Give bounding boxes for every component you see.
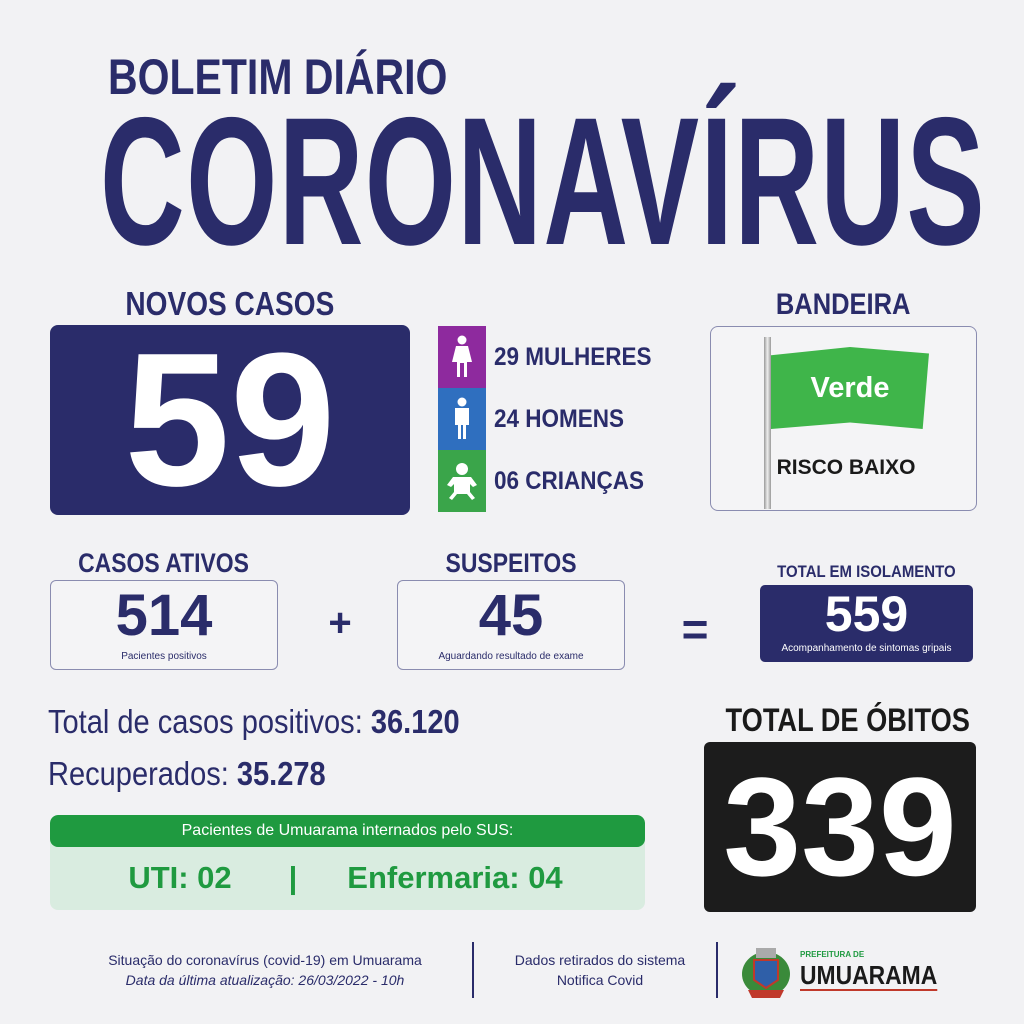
suspeitos-label: SUSPEITOS	[445, 548, 577, 578]
source-line1: Dados retirados do sistema	[514, 952, 686, 968]
footer-source: Dados retirados do sistema Notifica Covi…	[490, 950, 710, 990]
breakdown-women: 29 MULHERES	[438, 326, 669, 388]
isolamento-caption: Acompanhamento de sintomas gripais	[781, 643, 952, 654]
footer-line1: Situação do coronavírus (covid-19) em Um…	[108, 952, 422, 968]
divider	[472, 942, 474, 998]
footer-info: Situação do coronavírus (covid-19) em Um…	[60, 950, 470, 990]
ativos-value: 514	[115, 583, 213, 648]
source-line2: Notifica Covid	[556, 972, 644, 988]
uti-count: UTI: 02	[128, 860, 232, 895]
novos-casos-label: NOVOS CASOS	[125, 285, 335, 322]
suspeitos-value: 45	[478, 583, 544, 648]
obitos-label: TOTAL DE ÓBITOS	[725, 702, 970, 738]
suspeitos-card: 45 Aguardando resultado de exame	[397, 580, 625, 670]
bandeira-card: Verde RISCO BAIXO	[710, 326, 977, 511]
flag-verde: Verde	[771, 347, 929, 429]
isolamento-label: TOTAL EM ISOLAMENTO	[777, 562, 956, 581]
man-icon	[438, 388, 486, 450]
baby-icon	[438, 450, 486, 512]
plus-sign: +	[328, 601, 352, 645]
subtitle: BOLETIM DIÁRIO	[108, 49, 448, 105]
logo-umuarama: UMUARAMA	[800, 960, 938, 991]
novos-casos-value: 59	[50, 325, 410, 515]
separator: |	[288, 860, 298, 895]
risk-level: RISCO BAIXO	[776, 456, 916, 479]
footer-update: Data da última atualização: 26/03/2022 -…	[125, 972, 405, 988]
city-crest-logo	[740, 944, 792, 1005]
page-title: CORONAVÍRUS	[100, 79, 986, 283]
breakdown-men: 24 HOMENS	[438, 388, 669, 450]
divider	[716, 942, 718, 998]
logo-prefeitura: PREFEITURA DE	[800, 950, 865, 959]
sus-panel: Pacientes de Umuarama internados pelo SU…	[50, 815, 645, 910]
women-count: 29 MULHERES	[494, 343, 652, 371]
children-count: 06 CRIANÇAS	[494, 467, 645, 495]
men-count: 24 HOMENS	[494, 405, 625, 433]
isolamento-card: 559 Acompanhamento de sintomas gripais	[760, 585, 973, 662]
enfermaria-count: Enfermaria: 04	[347, 860, 563, 895]
suspeitos-caption: Aguardando resultado de exame	[438, 651, 584, 662]
sus-header: Pacientes de Umuarama internados pelo SU…	[50, 815, 645, 847]
obitos-value: 339	[704, 742, 976, 912]
recuperados: Recuperados: 35.278	[48, 755, 326, 792]
breakdown-list: 29 MULHERES 24 HOMENS 06 CRIANÇAS	[438, 326, 669, 512]
flag-pole	[764, 337, 771, 509]
bandeira-label: BANDEIRA	[776, 288, 911, 321]
equals-sign: =	[681, 603, 709, 655]
total-positivos: Total de casos positivos: 36.120	[48, 703, 460, 740]
breakdown-children: 06 CRIANÇAS	[438, 450, 669, 512]
ativos-caption: Pacientes positivos	[121, 651, 207, 662]
isolamento-value: 559	[824, 586, 909, 642]
woman-icon	[438, 326, 486, 388]
ativos-card: 514 Pacientes positivos	[50, 580, 278, 670]
ativos-label: CASOS ATIVOS	[78, 548, 250, 578]
